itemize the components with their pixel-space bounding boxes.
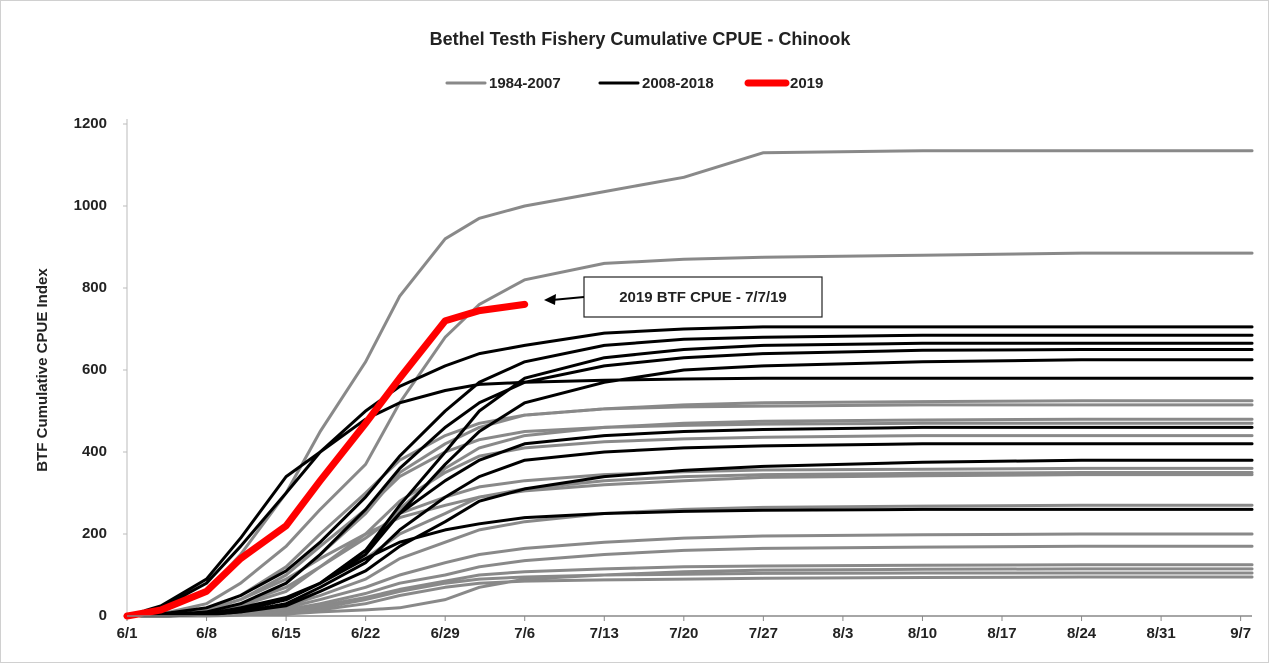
series-line — [125, 473, 1254, 618]
y-tick-label: 600 — [82, 361, 107, 378]
x-tick-label: 6/15 — [271, 625, 300, 642]
x-tick-label: 8/10 — [908, 625, 937, 642]
series-line — [125, 251, 1254, 618]
x-tick-label: 7/27 — [749, 625, 778, 642]
x-tick-label: 7/20 — [669, 625, 698, 642]
series-line — [125, 376, 1254, 618]
chart-title: Bethel Testh Fishery Cumulative CPUE - C… — [430, 29, 852, 49]
y-tick-label: 800 — [82, 279, 107, 296]
series-line — [125, 333, 1254, 618]
legend: 1984-2007 2008-2018 2019 — [445, 75, 823, 92]
series-line — [123, 300, 529, 620]
x-tick-label: 6/8 — [196, 625, 217, 642]
series-line — [125, 575, 1254, 618]
y-tick-label: 400 — [82, 443, 107, 460]
y-tick-label: 1000 — [74, 197, 107, 214]
x-tick-label: 9/7 — [1230, 625, 1251, 642]
series-line — [125, 458, 1254, 618]
x-tick-label: 6/29 — [431, 625, 460, 642]
series-line — [125, 325, 1254, 618]
annotation-arrow — [551, 296, 585, 301]
y-tick-label: 0 — [99, 607, 107, 624]
x-tick-label: 6/22 — [351, 625, 380, 642]
legend-label: 2019 — [790, 75, 823, 92]
x-tick-label: 7/6 — [514, 625, 535, 642]
legend-label: 2008-2018 — [642, 75, 714, 92]
y-tick-label: 200 — [82, 525, 107, 542]
x-tick-label: 6/1 — [117, 625, 138, 642]
x-tick-label: 8/24 — [1067, 625, 1097, 642]
legend-label: 1984-2007 — [489, 75, 561, 92]
annotation-text: 2019 BTF CPUE - 7/7/19 — [619, 289, 787, 306]
x-tick-label: 8/3 — [832, 625, 853, 642]
y-tick-label: 1200 — [74, 115, 107, 132]
x-tick-label: 8/31 — [1146, 625, 1175, 642]
series-line — [125, 348, 1254, 618]
x-tick-label: 8/17 — [987, 625, 1016, 642]
annotation-arrowhead — [544, 294, 556, 305]
y-axis-label: BTF Cumulative CPUE Index — [34, 268, 51, 472]
plot-area: 0 200 400 600 800 1000 1200 6/1 6/8 6/15 6/22 6/29 7… — [74, 115, 1254, 642]
series-line — [125, 507, 1254, 618]
x-tick-label: 7/13 — [590, 625, 619, 642]
